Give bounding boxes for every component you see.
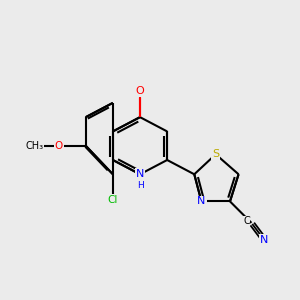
Text: O: O [54, 141, 63, 151]
Text: N: N [136, 169, 144, 179]
Text: Cl: Cl [108, 195, 118, 205]
Text: O: O [136, 86, 144, 96]
Text: N: N [260, 235, 269, 245]
Text: H: H [136, 181, 143, 190]
Text: N: N [197, 196, 206, 206]
Text: C: C [243, 216, 250, 226]
Text: S: S [212, 149, 219, 159]
Text: CH₃: CH₃ [25, 141, 43, 151]
